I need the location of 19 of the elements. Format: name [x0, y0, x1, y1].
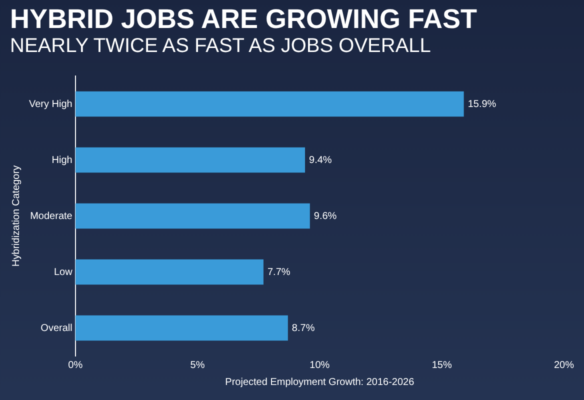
data-label: 9.4%	[309, 154, 332, 166]
data-label: 15.9%	[468, 98, 496, 110]
chart-subtitle: NEARLY TWICE AS FAST AS JOBS OVERALL	[9, 34, 432, 58]
y-tick-label: Very High	[28, 98, 72, 110]
data-label: 7.7%	[267, 266, 290, 278]
y-tick-label: Low	[54, 266, 74, 278]
data-label: 8.7%	[292, 322, 315, 334]
y-axis-title: Hybridization Category	[10, 165, 22, 267]
chart-title: HYBRID JOBS ARE GROWING FAST	[9, 3, 478, 34]
y-tick-label: Overall	[40, 322, 72, 334]
x-axis-title: Projected Employment Growth: 2016-2026	[225, 376, 415, 388]
x-tick-label: 20%	[554, 360, 574, 371]
x-tick-label: 5%	[190, 360, 205, 371]
x-tick-label: 15%	[432, 360, 452, 371]
y-tick-label: High	[52, 154, 72, 166]
data-label: 9.6%	[314, 210, 337, 222]
x-tick-label: 0%	[68, 360, 83, 371]
x-tick-label: 10%	[310, 360, 330, 371]
y-tick-label: Moderate	[30, 210, 73, 222]
